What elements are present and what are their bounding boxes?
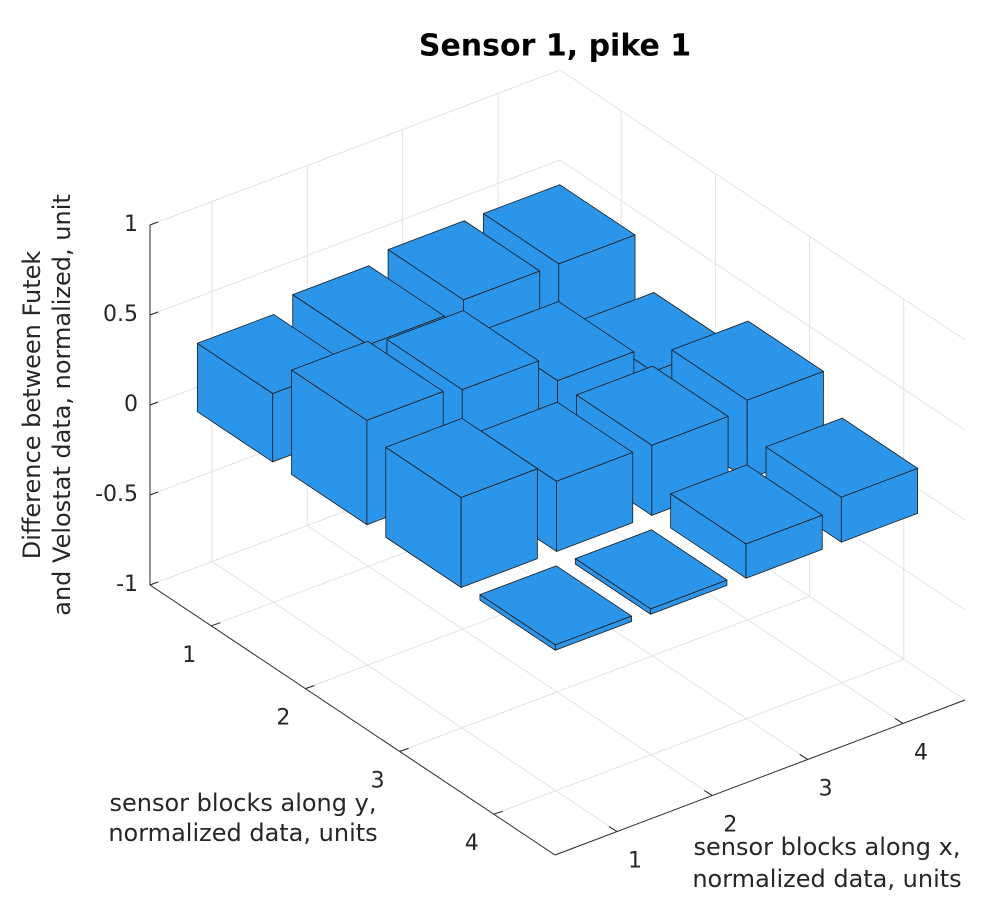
grid-line	[559, 69, 966, 341]
z-tick-label: 1	[124, 212, 138, 237]
bar-top-face	[483, 184, 636, 265]
bar-top-face	[671, 320, 824, 401]
x-tick-label: 2	[723, 813, 737, 838]
z-axis-label-line: and Velostat data, normalized, unit	[48, 194, 76, 616]
bar-top-face	[576, 365, 729, 446]
bar-top-face	[291, 340, 444, 421]
bar-top-face	[385, 418, 538, 498]
z-tick	[149, 581, 159, 586]
z-tick	[149, 491, 159, 496]
grid-line	[307, 525, 713, 796]
z-tick	[149, 221, 159, 226]
x-axis-label: normalized data, units	[692, 865, 961, 893]
y-tick	[211, 622, 221, 627]
grid-line	[399, 595, 810, 752]
z-tick-label: -1	[116, 572, 138, 597]
y-tick-label: 3	[371, 768, 385, 793]
x-tick-label: 4	[914, 740, 928, 765]
z-tick-label: 0	[124, 392, 138, 417]
bar-top-face	[479, 565, 632, 646]
bar-top-face	[386, 310, 539, 391]
y-axis	[149, 584, 556, 856]
bar-top-face	[387, 220, 541, 301]
y-tick	[305, 685, 315, 690]
bar-top-face	[292, 265, 445, 346]
x-tick-label: 3	[819, 776, 833, 801]
chart-title: Sensor 1, pike 1	[419, 29, 691, 64]
x-tick-label: 1	[628, 849, 642, 874]
y-tick-label: 1	[182, 643, 196, 668]
z-tick	[149, 401, 159, 406]
grid-line	[211, 561, 618, 832]
bar-top-face	[765, 417, 919, 498]
y-tick-label: 2	[276, 706, 290, 731]
grid-line	[149, 69, 561, 226]
z-tick	[149, 311, 159, 316]
y-axis-label: sensor blocks along y,	[110, 789, 377, 817]
bar-top-face	[574, 529, 728, 610]
x-tick	[608, 826, 618, 832]
x-tick	[894, 718, 904, 724]
x-tick	[799, 754, 808, 760]
y-axis-label: normalized data, units	[108, 819, 377, 847]
z-axis-label: Difference between Futek and Velostat da…	[18, 194, 76, 616]
bar-top-face	[670, 464, 823, 545]
y-tick	[399, 747, 409, 752]
x-tick	[704, 790, 713, 796]
grid-line	[149, 159, 561, 316]
x-axis-label: sensor blocks along x,	[694, 833, 961, 861]
grid-line	[559, 159, 966, 431]
z-axis-label-line: Difference between Futek	[18, 251, 46, 560]
x-axis	[554, 699, 966, 856]
y-tick	[493, 810, 503, 815]
z-tick-label: -0.5	[95, 482, 138, 507]
z-tick-label: 0.5	[103, 302, 138, 327]
grid-line	[493, 658, 904, 815]
y-tick-label: 4	[465, 831, 479, 856]
